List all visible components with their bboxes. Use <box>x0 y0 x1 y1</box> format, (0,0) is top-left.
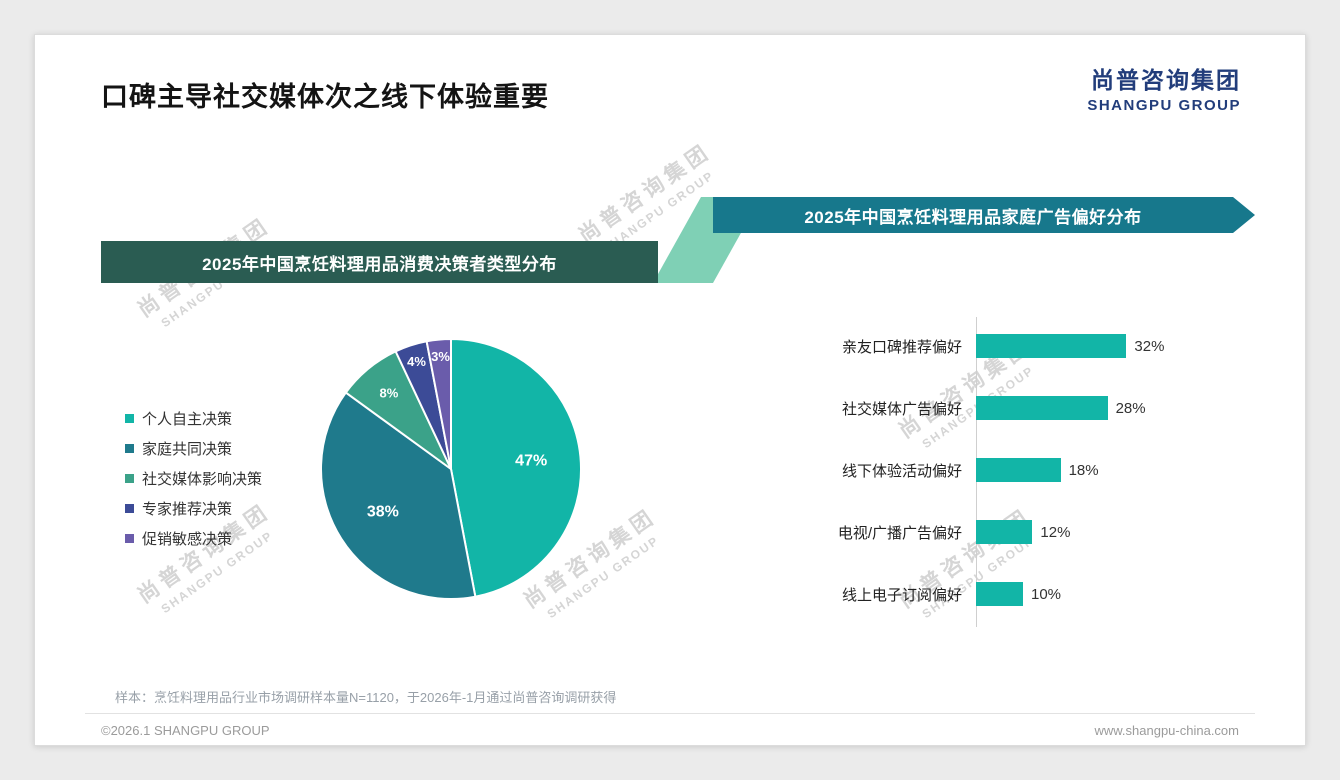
legend-item: 专家推荐决策 <box>125 493 262 523</box>
bar-chart-title-banner: 2025年中国烹饪料理用品家庭广告偏好分布 <box>713 197 1255 233</box>
legend-label: 社交媒体影响决策 <box>142 470 263 488</box>
bar-category-label: 电视/广播广告偏好 <box>837 524 962 542</box>
bar <box>976 396 1108 420</box>
pie-value-label: 4% <box>407 354 426 369</box>
pie-chart-title-banner: 2025年中国烹饪料理用品消费决策者类型分布 <box>101 241 658 283</box>
bar <box>976 458 1061 482</box>
bar-row: 社交媒体广告偏好 28% <box>715 377 1275 439</box>
bar-category-label: 亲友口碑推荐偏好 <box>841 338 962 356</box>
legend-label: 家庭共同决策 <box>142 440 233 458</box>
pie-slice-4 <box>425 337 452 470</box>
bar-value-label: 12% <box>1040 523 1071 541</box>
legend-item: 家庭共同决策 <box>125 433 262 463</box>
bar-value-label: 18% <box>1068 461 1099 479</box>
pie-slice-0 <box>450 338 583 598</box>
pie-legend: 个人自主决策 家庭共同决策社交媒体影响决策 专家推荐决策 促销敏感决策 <box>125 403 262 553</box>
legend-label: 个人自主决策 <box>142 410 233 428</box>
slide-content: 口碑主导社交媒体次之线下体验重要 尚普咨询集团 SHANGPU GROUP 20… <box>35 35 1305 745</box>
bar <box>976 582 1023 606</box>
pie-value-label: 47% <box>515 453 547 470</box>
legend-item: 社交媒体影响决策 <box>125 463 262 493</box>
bar-value-label: 32% <box>1134 337 1165 355</box>
bar-row: 线上电子订阅偏好 10% <box>715 563 1275 625</box>
legend-swatch <box>125 413 134 423</box>
bar <box>976 334 1127 358</box>
page-title: 口碑主导社交媒体次之线下体验重要 <box>101 82 549 112</box>
pie-chart-title: 2025年中国烹饪料理用品消费决策者类型分布 <box>202 254 557 274</box>
pie-slice-1 <box>320 391 477 600</box>
footer-website: www.shangpu-china.com <box>1094 723 1239 738</box>
bar-category-label: 线上电子订阅偏好 <box>841 586 962 604</box>
company-logo: 尚普咨询集团 SHANGPU GROUP <box>1087 61 1241 114</box>
logo-english-text: SHANGPU GROUP <box>1087 97 1241 114</box>
bar-value-label: 10% <box>1031 585 1062 603</box>
pie-value-label: 38% <box>367 503 399 520</box>
legend-swatch <box>125 533 134 543</box>
pie-value-label: 8% <box>380 385 399 400</box>
bar-chart-title: 2025年中国烹饪料理用品家庭广告偏好分布 <box>804 207 1142 227</box>
footer-divider <box>85 713 1255 714</box>
pie-value-label: 3% <box>431 349 450 364</box>
legend-swatch <box>125 503 134 513</box>
legend-swatch <box>125 443 134 453</box>
bar <box>976 520 1033 544</box>
sample-note: 样本：烹饪料理用品行业市场调研样本量N=1120，于2026年-1月通过尚普咨询… <box>115 690 617 705</box>
bar-row: 电视/广播广告偏好 12% <box>715 501 1275 563</box>
legend-label: 专家推荐决策 <box>142 500 233 518</box>
pie-chart: 47% 38% 8% 4% 3% <box>320 337 583 600</box>
legend-item: 促销敏感决策 <box>125 523 262 553</box>
footer-copyright: ©2026.1 SHANGPU GROUP <box>101 723 270 738</box>
bar-category-label: 社交媒体广告偏好 <box>841 400 962 418</box>
bar-row: 亲友口碑推荐偏好 32% <box>715 315 1275 377</box>
bar-chart: 亲友口碑推荐偏好 32% 社交媒体广告偏好 28% 线下体验活动偏好 18% 电视/广播广告… <box>715 315 1275 625</box>
bar-value-label: 28% <box>1115 399 1146 417</box>
bar-row: 线下体验活动偏好 18% <box>715 439 1275 501</box>
legend-item: 个人自主决策 <box>125 403 262 433</box>
logo-chinese-text: 尚普咨询集团 <box>1091 67 1241 93</box>
bar-category-label: 线下体验活动偏好 <box>841 462 962 480</box>
legend-swatch <box>125 473 134 483</box>
legend-label: 促销敏感决策 <box>142 530 233 548</box>
